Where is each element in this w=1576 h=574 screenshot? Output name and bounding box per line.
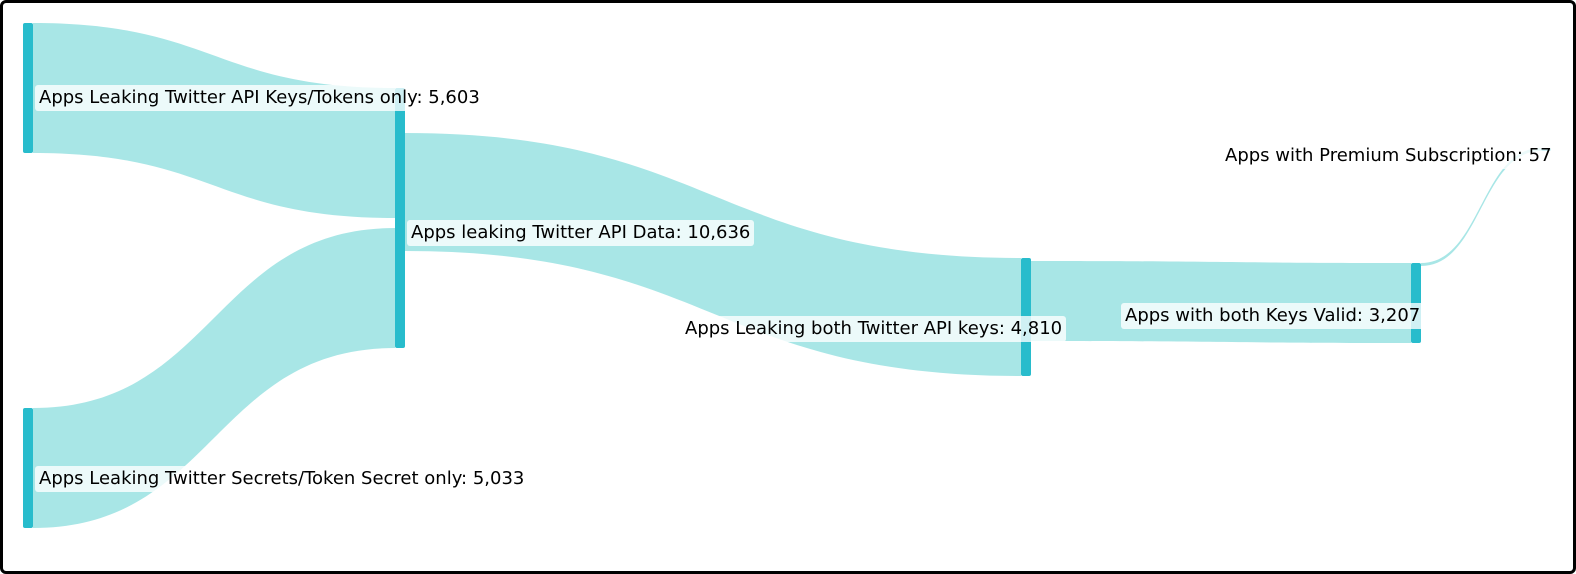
label-keys_only: Apps Leaking Twitter API Keys/Tokens onl…: [35, 85, 484, 111]
flow-both_keys-to-both_valid: [1031, 261, 1411, 343]
label-both_keys: Apps Leaking both Twitter API keys: 4,81…: [681, 316, 1066, 342]
node-secrets_only: [23, 408, 33, 528]
label-premium: Apps with Premium Subscription: 57: [1221, 143, 1556, 169]
label-api_data: Apps leaking Twitter API Data: 10,636: [407, 220, 754, 246]
label-both_valid: Apps with both Keys Valid: 3,207: [1121, 303, 1424, 329]
sankey-diagram: Apps Leaking Twitter API Keys/Tokens onl…: [0, 0, 1576, 574]
flow-keys_only-to-api_data: [33, 23, 395, 218]
node-keys_only: [23, 23, 33, 153]
label-secrets_only: Apps Leaking Twitter Secrets/Token Secre…: [35, 466, 528, 492]
node-api_data: [395, 88, 405, 348]
